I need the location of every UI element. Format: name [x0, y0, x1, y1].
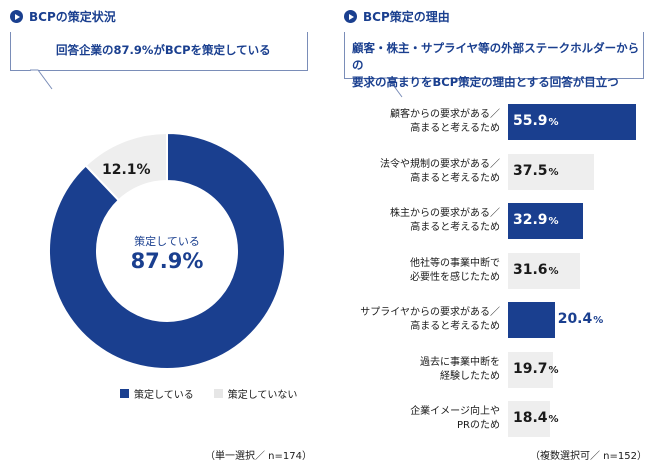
bar-value-unit: %	[548, 117, 559, 128]
right-callout	[344, 32, 644, 79]
bar-value-unit: %	[593, 315, 604, 326]
bar-category-label: 企業イメージ向上や PRのため	[340, 405, 500, 433]
right-footnote: （複数選択可／ n=152）	[530, 451, 647, 462]
bar-value-number: 37.5	[513, 162, 548, 179]
bar-rect	[508, 153, 594, 190]
right-callout-text: 顧客・株主・サプライヤ等の外部ステークホルダーからの 要求の高まりをBCP策定の…	[352, 40, 650, 91]
right-callout-pointer	[380, 77, 403, 98]
bar-category-label: サプライヤからの要求がある／ 高まると考えるため	[340, 306, 500, 334]
bar-rect	[508, 302, 555, 338]
play-circle-icon	[344, 10, 357, 23]
bar-category-label-line: 高まると考えるため	[410, 321, 500, 332]
bar-category-label-line: 企業イメージ向上や	[410, 406, 500, 417]
bar-category-label: 他社等の事業中断で 必要性を感じたため	[340, 257, 500, 285]
donut-slice-formulated	[48, 132, 286, 370]
play-circle-icon	[10, 10, 23, 23]
bar-category-label-line: 顧客からの要求がある／	[390, 109, 500, 120]
bar-category-label-line: 経験したため	[440, 370, 500, 382]
bar-value-unit: %	[548, 166, 559, 178]
legend-swatch-not-formulated	[213, 389, 223, 398]
legend-item-formulated: 策定している	[120, 386, 194, 401]
donut-legend: 策定している 策定していない	[120, 386, 317, 401]
bar-value-label: 18.4%	[513, 410, 559, 426]
left-title-text: BCPの策定状況	[29, 10, 116, 24]
bar-value-number: 18.4	[513, 410, 548, 426]
bar-category-label-line: 必要性を感じたため	[410, 271, 500, 283]
bar-category-label-line: サプライヤからの要求がある／	[360, 307, 500, 318]
bar-category-label: 株主からの要求がある／ 高まると考えるため	[340, 207, 500, 235]
bar-value-label: 32.9%	[513, 212, 559, 228]
bar-category-label-line: PRのため	[457, 420, 500, 431]
right-section-title: BCP策定の理由	[344, 8, 450, 25]
bar-value-unit: %	[548, 364, 559, 376]
legend-item-not-formulated: 策定していない	[213, 386, 298, 401]
right-callout-line1: 顧客・株主・サプライヤ等の外部ステークホルダーからの	[352, 41, 640, 72]
bar-value-label: 31.6%	[513, 262, 559, 278]
bar-value-label: 19.7%	[513, 361, 559, 377]
legend-swatch-formulated	[120, 389, 129, 398]
bar-value-unit: %	[548, 265, 559, 277]
legend-label-not-formulated: 策定していない	[227, 390, 298, 401]
donut-chart	[48, 132, 286, 370]
bar-value-unit: %	[548, 414, 559, 425]
bar-value-label: 20.4%	[558, 311, 604, 327]
legend-label-formulated: 策定している	[134, 390, 194, 401]
bar-value-number: 19.7	[513, 360, 548, 377]
bar-rect	[508, 203, 584, 239]
left-callout-text: 回答企業の87.9%がBCPを策定している	[56, 43, 271, 57]
bar-category-label-line: 過去に事業中断を	[420, 356, 500, 368]
left-section-title: BCPの策定状況	[10, 8, 116, 25]
bar-category-label-line: 高まると考えるため	[410, 123, 500, 134]
donut-center-label: 策定している	[134, 235, 200, 248]
right-callout-line2: 要求の高まりをBCP策定の理由とする回答が目立つ	[352, 75, 619, 89]
left-callout-pointer	[30, 69, 53, 90]
bar-rect	[508, 252, 581, 289]
bar-category-label-line: 高まると考えるため	[410, 172, 500, 184]
bar-value-label: 55.9%	[513, 113, 559, 129]
bar-rect	[508, 351, 554, 388]
donut-center-value: 87.9%	[130, 249, 204, 273]
bar-value-number: 20.4	[557, 311, 593, 327]
donut-slice-not-formulated	[84, 132, 168, 202]
bar-value-number: 32.9	[513, 212, 548, 228]
bar-category-label: 法令や規制の要求がある／ 高まると考えるため	[340, 158, 500, 186]
bar-category-label-line: 高まると考えるため	[410, 222, 500, 233]
bar-category-label: 顧客からの要求がある／ 高まると考えるため	[340, 108, 500, 136]
left-footnote: （単一選択／ n=174）	[205, 451, 312, 462]
bar-category-label-line: 法令や規制の要求がある／	[380, 158, 500, 170]
bar-category-label: 過去に事業中断を経験したため	[340, 356, 500, 384]
bar-rect	[508, 104, 636, 140]
bar-value-number: 31.6	[513, 261, 548, 278]
bar-category-label-line: 他社等の事業中断で	[410, 257, 500, 269]
right-title-text: BCP策定の理由	[363, 10, 450, 24]
bar-rect	[508, 401, 551, 437]
bar-category-label-line: 株主からの要求がある／	[390, 208, 500, 219]
bar-value-label: 37.5%	[513, 163, 559, 179]
bar-value-number: 55.9	[513, 113, 548, 129]
slice-label-not-formulated: 12.1%	[102, 162, 151, 178]
bar-value-unit: %	[548, 216, 559, 227]
left-callout	[10, 32, 308, 71]
